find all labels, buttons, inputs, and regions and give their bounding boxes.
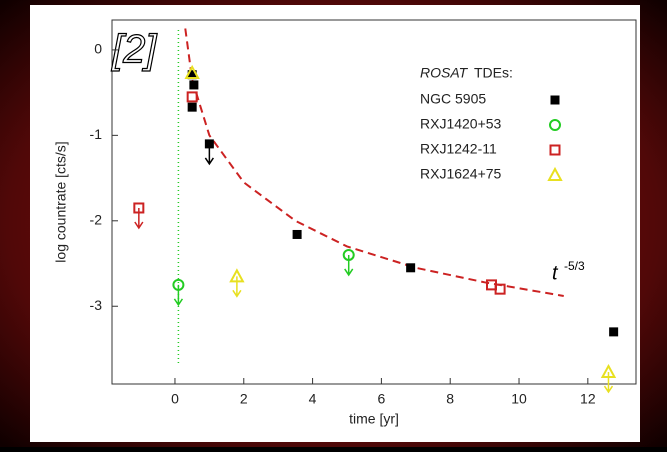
marker: [494, 283, 506, 295]
marker: [547, 166, 563, 181]
x-tick-label: 0: [171, 391, 179, 407]
marker: [549, 144, 561, 156]
upper-limit-arrow: [173, 284, 184, 307]
marker: [609, 327, 619, 337]
x-tick-label: 6: [377, 391, 385, 407]
model-curve: [184, 28, 564, 297]
marker: [550, 95, 560, 105]
legend-title-italic: ROSAT: [420, 65, 469, 81]
marker: [292, 229, 302, 239]
marker: [172, 278, 185, 291]
x-tick-label: 8: [446, 391, 454, 407]
y-tick-label: -3: [90, 297, 103, 313]
upper-limit-arrow: [603, 372, 614, 394]
x-tick-label: 4: [309, 391, 317, 407]
reference: [2]: [111, 28, 157, 72]
marker: [600, 363, 617, 379]
marker: [184, 64, 200, 79]
legend-label: RXJ1420+53: [420, 116, 502, 132]
legend-label: NGC 5905: [420, 91, 486, 107]
x-axis-label: time [yr]: [349, 411, 399, 427]
plot-frame: [111, 19, 637, 385]
x-tick-label: 12: [580, 391, 596, 407]
marker: [189, 80, 199, 90]
marker: [186, 91, 198, 103]
y-axis-label: log countrate [cts/s]: [53, 141, 69, 262]
marker: [133, 202, 145, 214]
marker: [229, 268, 245, 283]
legend-label: RXJ1242-11: [420, 141, 497, 157]
panel: [30, 5, 640, 442]
legend-label: RXJ1624+75: [420, 166, 502, 182]
upper-limit-arrow: [232, 276, 242, 298]
marker: [342, 248, 355, 261]
marker: [406, 263, 416, 273]
y-tick-label: 0: [94, 41, 102, 57]
upper-limit-arrow: [344, 254, 354, 277]
upper-limit-arrow: [134, 207, 144, 230]
y-tick-label: -2: [90, 212, 103, 228]
legend-title: TDEs:: [474, 65, 513, 81]
model-exponent: -5/3: [564, 259, 585, 273]
x-tick-label: 10: [511, 391, 527, 407]
y-tick-label: -1: [90, 126, 103, 142]
model-label: t: [552, 262, 559, 284]
marker: [187, 102, 197, 112]
marker: [204, 139, 214, 149]
x-tick-label: 2: [240, 391, 248, 407]
marker: [549, 119, 561, 131]
